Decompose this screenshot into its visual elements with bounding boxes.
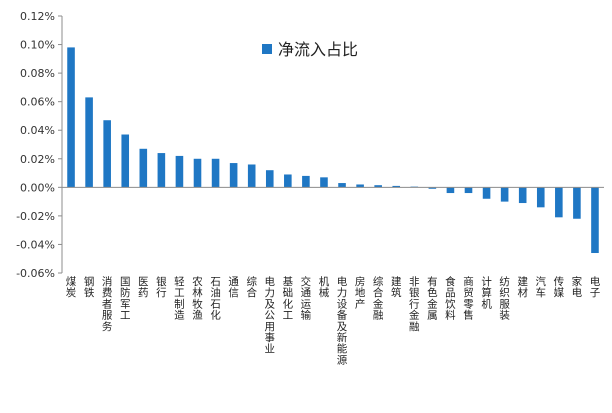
x-tick-label: 综合: [246, 275, 257, 299]
x-tick-label: 有色金属: [427, 275, 438, 322]
y-tick-label: 0.08%: [20, 67, 55, 80]
x-tick-label: 轻工制造: [174, 275, 185, 322]
x-tick-label: 非银行金融: [409, 276, 420, 333]
bar: [284, 174, 292, 188]
x-tick-label: 农林牧渔: [192, 275, 203, 322]
bar: [139, 148, 148, 188]
x-tick-label: 国防军工: [120, 276, 131, 322]
bar: [85, 97, 93, 188]
bar: [500, 187, 509, 202]
x-tick-label: 基础化工: [283, 275, 294, 322]
bar: [175, 155, 184, 188]
bar: [121, 134, 130, 188]
bar: [67, 47, 75, 188]
x-tick-label: 通信: [228, 276, 239, 299]
x-tick-label: 计算机: [481, 275, 492, 310]
y-tick-label: -0.04%: [16, 238, 55, 251]
y-tick-label: -0.06%: [16, 267, 55, 280]
bars: [67, 47, 599, 254]
bar: [392, 185, 401, 188]
y-tick-label: 0.00%: [20, 181, 55, 194]
legend: 净流入占比: [262, 40, 358, 59]
x-tick-label: 交通运输: [301, 275, 312, 322]
bar: [103, 120, 111, 188]
bar: [446, 187, 455, 194]
bar: [482, 187, 491, 199]
x-tick-label: 医药: [138, 276, 149, 299]
x-tick-label: 传媒: [554, 276, 565, 299]
x-tick-label: 建材: [517, 275, 528, 299]
bar: [536, 187, 545, 208]
bar: [338, 183, 346, 188]
bar: [302, 175, 310, 188]
bar: [573, 187, 581, 219]
legend-label: 净流入占比: [278, 40, 358, 59]
bar: [265, 170, 274, 188]
y-tick-label: -0.02%: [16, 210, 55, 223]
bar: [428, 187, 437, 189]
x-tick-label: 石油石化: [210, 276, 221, 322]
y-tick-label: 0.06%: [20, 96, 55, 109]
x-tick-label: 食品饮料: [445, 275, 456, 322]
y-tick-label: 0.02%: [20, 153, 55, 166]
x-tick-label: 房地产: [355, 275, 366, 310]
bar: [157, 153, 166, 188]
x-tick-label: 电子: [590, 275, 601, 299]
x-tick-label: 银行: [156, 275, 167, 299]
x-tick-label: 电力设备及新能源: [337, 275, 348, 366]
x-tick-label: 汽车: [536, 275, 547, 299]
y-tick-label: 0.10%: [20, 39, 55, 52]
x-tick-label: 电力及公用事业: [265, 275, 276, 355]
bar: [229, 163, 238, 188]
legend-swatch: [262, 44, 272, 54]
x-tick-label: 机械: [319, 275, 330, 299]
y-axis: 0.12% 0.10% 0.08% 0.06% 0.04% 0.02% 0.00% -0.02…: [16, 10, 63, 280]
x-tick-label: 钢铁: [84, 275, 95, 299]
bar: [374, 185, 382, 188]
y-tick-label: 0.12%: [20, 10, 55, 23]
x-tick-label: 煤炭: [66, 275, 77, 299]
x-tick-label: 纺织服装: [499, 275, 510, 322]
x-tick-label: 综合金融: [373, 275, 384, 322]
x-tick-label: 商贸零售: [463, 275, 474, 322]
bar: [247, 164, 256, 188]
bar: [518, 187, 527, 204]
bar: [211, 158, 220, 188]
x-axis-labels: 煤炭钢铁消费者服务国防军工医药银行轻工制造农林牧渔石油石化通信综合电力及公用事业…: [66, 275, 601, 366]
bar: [555, 187, 563, 218]
bar: [356, 184, 364, 188]
x-tick-label: 建筑: [391, 275, 402, 299]
bar: [320, 177, 328, 188]
x-tick-label: 消费者服务: [102, 275, 113, 333]
bar: [464, 187, 473, 194]
bar: [193, 158, 202, 188]
x-tick-label: 家电: [572, 275, 583, 299]
y-tick-label: 0.04%: [20, 124, 55, 137]
bar: [591, 187, 599, 254]
